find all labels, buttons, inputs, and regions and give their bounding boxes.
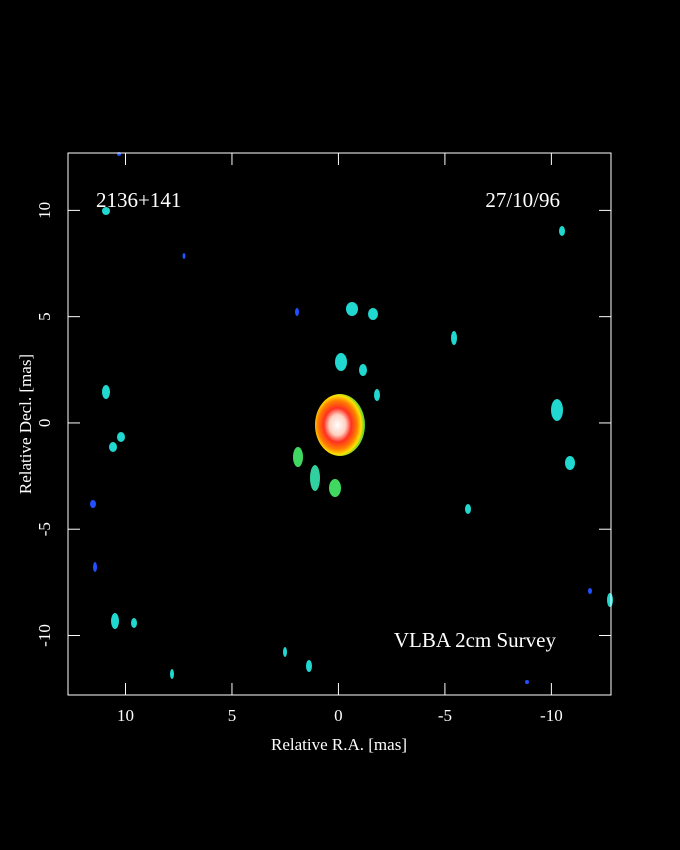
x-tick-label: -10 <box>540 706 563 725</box>
source-name: 2136+141 <box>96 188 181 212</box>
x-tick-label: 0 <box>334 706 343 725</box>
emission <box>90 152 613 684</box>
plot-frame <box>67 152 612 696</box>
y-tick-label: -10 <box>35 624 54 647</box>
x-axis-label: Relative R.A. [mas] <box>271 735 407 754</box>
epoch: 27/10/96 <box>485 188 560 212</box>
y-axis-label: Relative Decl. [mas] <box>16 354 35 494</box>
components <box>102 207 613 679</box>
x-tick-label: 10 <box>117 706 134 725</box>
survey-label: VLBA 2cm Survey <box>394 628 557 652</box>
x-tick-label: -5 <box>438 706 452 725</box>
core <box>315 394 365 456</box>
x-tick-label: 5 <box>228 706 237 725</box>
y-tick-label: -5 <box>35 522 54 536</box>
y-tick-label: 0 <box>35 419 54 428</box>
faint-components <box>90 152 592 684</box>
y-tick-label: 5 <box>35 312 54 321</box>
y-tick-label: 10 <box>35 202 54 219</box>
